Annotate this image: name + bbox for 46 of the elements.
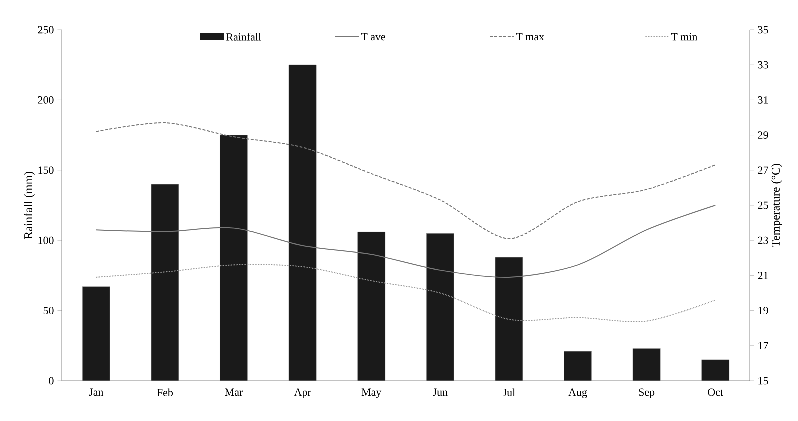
x-tick-label: Feb — [157, 388, 174, 396]
bar — [358, 232, 386, 381]
bar — [288, 64, 317, 381]
x-tick-label: May — [362, 388, 382, 398]
y2-tick-label: 17 — [758, 342, 768, 350]
y-tick-label: 0 — [49, 377, 54, 385]
y-tick-label: 200 — [38, 96, 54, 104]
x-tick-label: Jun — [433, 388, 448, 396]
y2-tick-label: 33 — [758, 61, 768, 69]
x-tick-label: Mar — [225, 388, 244, 396]
y2-tick-label: 15 — [758, 377, 768, 385]
line-series — [96, 204, 716, 278]
bar — [702, 360, 730, 381]
y2-tick-label: 27 — [758, 166, 768, 174]
legend-label: Rainfall — [226, 33, 262, 41]
bar — [82, 286, 110, 381]
x-tick-label: Apr — [294, 388, 312, 398]
bar — [564, 351, 592, 381]
y-tick-label: 50 — [44, 307, 54, 314]
y2-tick-label: 19 — [758, 307, 768, 314]
x-tick-label: Jan — [89, 388, 104, 396]
line-series — [96, 264, 716, 322]
bar — [632, 348, 661, 381]
y-tick-label: 150 — [38, 166, 54, 174]
legend-label: T min — [671, 33, 698, 41]
legend-label: T max — [516, 33, 544, 41]
y-axis-title: Rainfall (mm) — [24, 172, 35, 240]
y-tick-label: 100 — [38, 236, 54, 244]
line-series — [96, 122, 716, 240]
y2-tick-label: 25 — [758, 202, 768, 210]
x-tick-label: Jul — [503, 388, 516, 396]
y2-tick-label: 31 — [758, 96, 768, 104]
y2-axis-title: Temperature (°C) — [772, 164, 782, 248]
bar — [426, 233, 454, 381]
x-tick-label: Aug — [568, 388, 588, 398]
y2-tick-label: 29 — [758, 132, 768, 139]
y2-tick-label: 21 — [758, 272, 768, 280]
bar — [151, 184, 180, 381]
bar — [495, 257, 524, 381]
x-tick-label: Sep — [639, 388, 655, 398]
y-tick-label: 250 — [38, 26, 54, 34]
legend-label: T ave — [361, 33, 386, 41]
x-tick-label: Oct — [708, 388, 724, 396]
y2-tick-label: 23 — [758, 236, 768, 244]
bar — [220, 135, 248, 381]
y2-tick-label: 35 — [758, 26, 768, 34]
